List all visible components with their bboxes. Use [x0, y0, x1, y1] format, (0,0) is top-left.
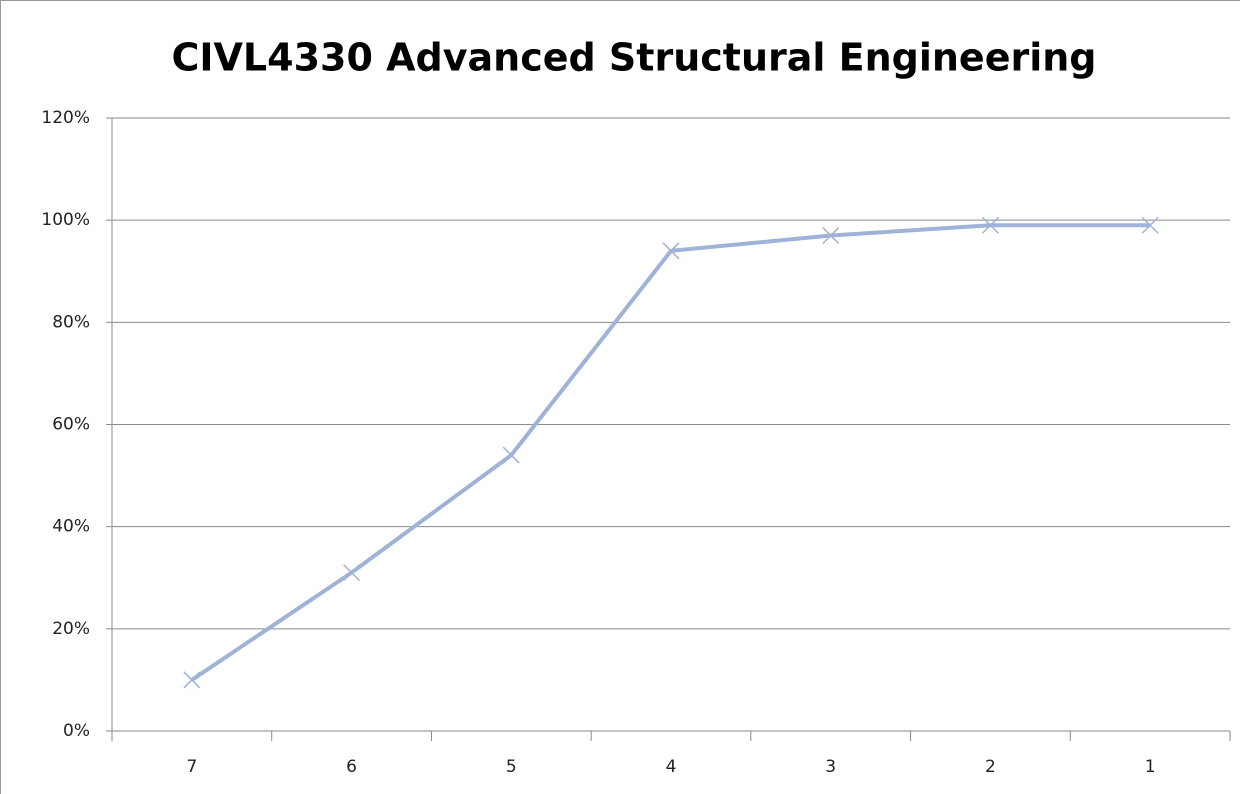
- y-tick-label: 100%: [41, 210, 90, 230]
- y-tick-label: 120%: [41, 108, 90, 128]
- point-marker: [183, 671, 201, 689]
- x-tick-label: 7: [186, 757, 197, 777]
- point-marker: [343, 564, 361, 582]
- x-tick-label: 4: [666, 757, 677, 777]
- y-tick-label: 40%: [52, 517, 90, 537]
- point-marker: [981, 216, 999, 234]
- point-marker: [502, 446, 520, 464]
- x-tick-label: 3: [825, 757, 836, 777]
- point-marker: [822, 226, 840, 245]
- y-tick-label: 60%: [52, 415, 90, 435]
- point-marker: [1141, 216, 1159, 234]
- chart-title: CIVL4330 Advanced Structural Engineering: [171, 36, 1096, 80]
- y-tick-label: 0%: [63, 721, 90, 741]
- x-tick-label: 1: [1145, 757, 1156, 777]
- y-tick-label: 80%: [52, 312, 90, 332]
- x-tick-label: 2: [985, 757, 996, 777]
- y-tick-label: 20%: [52, 619, 90, 639]
- x-tick-label: 6: [346, 757, 357, 777]
- point-marker: [662, 242, 680, 260]
- x-tick-label: 5: [506, 757, 517, 777]
